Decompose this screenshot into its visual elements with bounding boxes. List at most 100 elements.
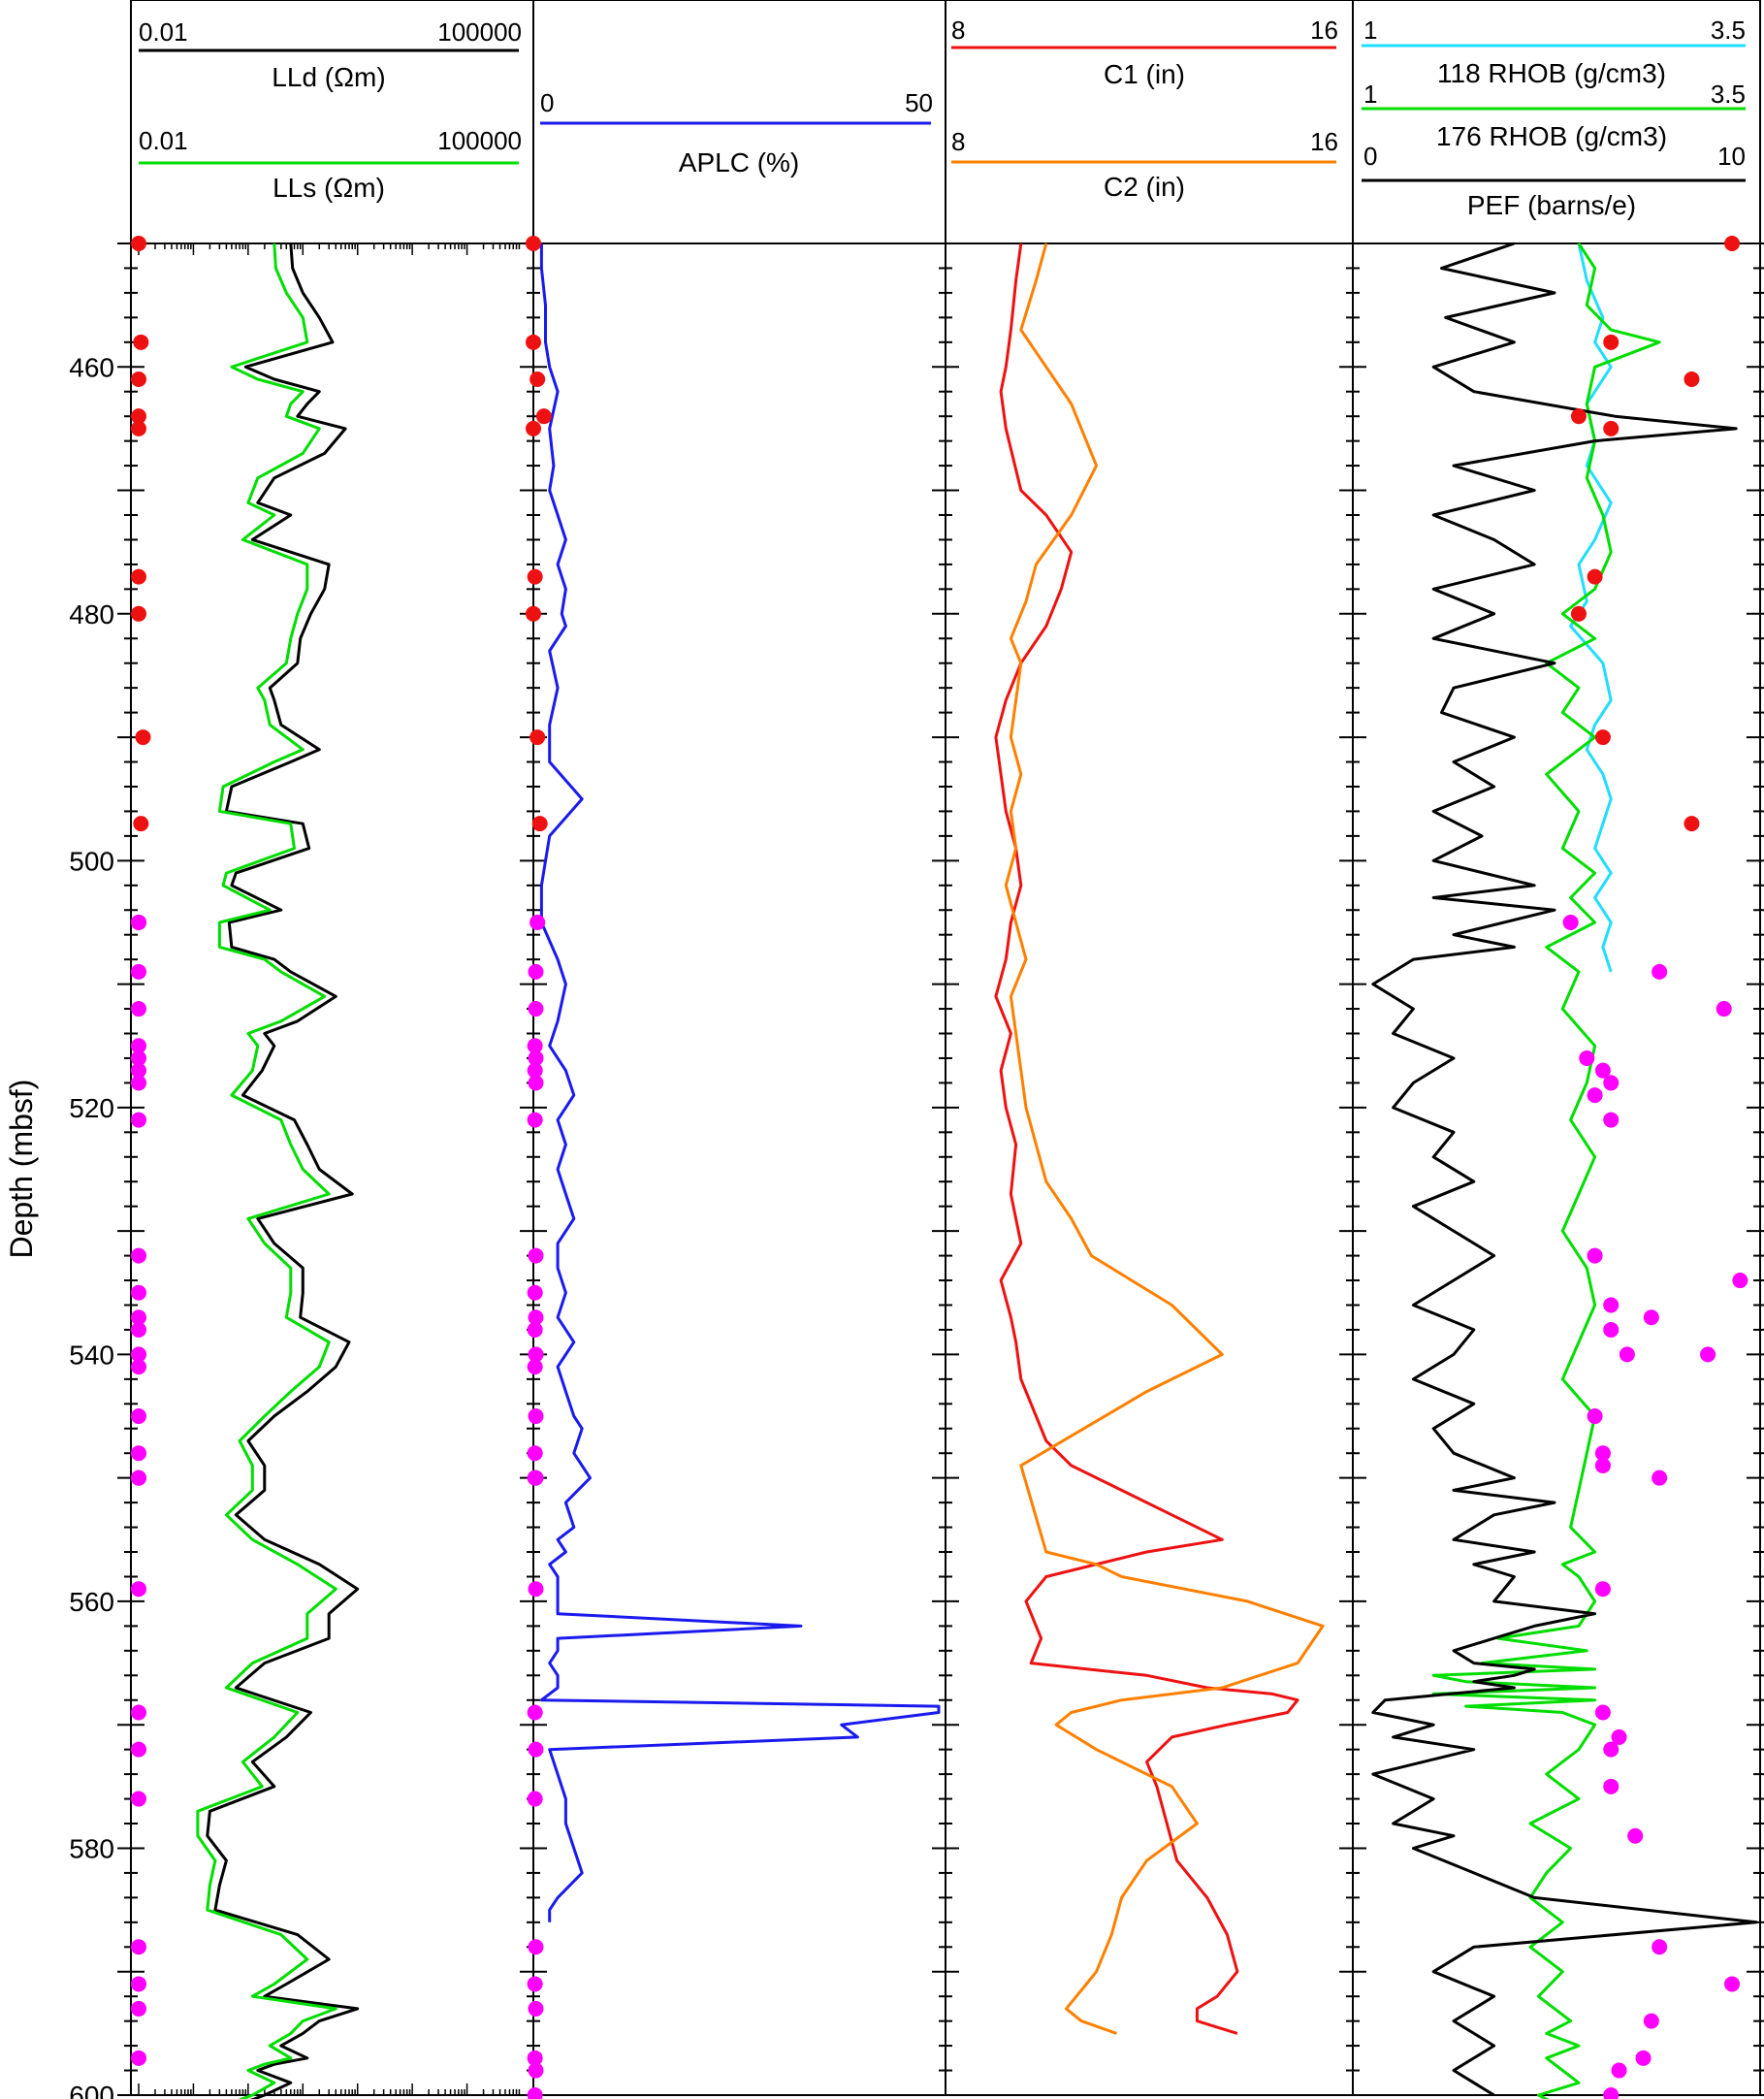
lls-min-label: 0.01 bbox=[139, 126, 188, 155]
core-sample-point bbox=[1643, 2013, 1659, 2029]
log-curve-118 bbox=[1569, 242, 1613, 973]
core-sample-point bbox=[528, 1408, 544, 1425]
core-sample-point bbox=[527, 1976, 543, 1992]
depth-tick-label: 540 bbox=[69, 1340, 114, 1370]
density-track-header: 1 3.5 118 RHOB (g/cm3) 1 3.5 176 RHOB (g… bbox=[1362, 16, 1746, 220]
lld-min-label: 0.01 bbox=[139, 17, 188, 47]
core-sample-point bbox=[131, 1469, 146, 1486]
depth-tick-label: 560 bbox=[69, 1587, 114, 1617]
core-sample-point bbox=[1603, 334, 1620, 350]
core-sample-point bbox=[133, 816, 149, 832]
lld-max-label: 100000 bbox=[437, 17, 522, 47]
core-sample-point bbox=[529, 914, 546, 930]
core-sample-point bbox=[131, 605, 146, 622]
core-sample-point bbox=[1594, 1581, 1611, 1598]
c2-curve-name: C2 (in) bbox=[1104, 172, 1185, 202]
core-sample-point bbox=[131, 1309, 146, 1326]
core-sample-point bbox=[527, 1469, 543, 1486]
core-sample-point bbox=[529, 371, 546, 387]
core-sample-point bbox=[1611, 2062, 1627, 2079]
core-sample-point bbox=[1684, 816, 1700, 832]
core-sample-point bbox=[1594, 1445, 1611, 1462]
aplc-max-label: 50 bbox=[905, 88, 933, 117]
header-panel bbox=[130, 0, 1761, 2096]
core-sample-point bbox=[131, 371, 146, 387]
core-sample-point bbox=[1603, 1778, 1620, 1794]
core-sample-point bbox=[1716, 1001, 1732, 1017]
core-sample-point bbox=[527, 1038, 543, 1054]
core-sample-point bbox=[535, 408, 552, 425]
y-axis-title: Depth (mbsf) bbox=[4, 1080, 39, 1259]
core-sample-point bbox=[527, 1062, 543, 1079]
depth-tick-label: 460 bbox=[69, 352, 114, 382]
core-sample-point bbox=[1724, 236, 1741, 251]
aplc-curve-name: APLC (%) bbox=[679, 147, 799, 178]
depth-tick-label: 520 bbox=[69, 1093, 114, 1123]
core-sample-point bbox=[131, 1741, 146, 1758]
core-sample-point bbox=[1724, 1976, 1741, 1992]
core-sample-point bbox=[131, 1791, 146, 1807]
rhob176-curve-name: 176 RHOB (g/cm3) bbox=[1436, 121, 1667, 151]
core-sample-point bbox=[131, 1321, 146, 1338]
core-sample-point bbox=[1594, 1062, 1611, 1079]
core-sample-point bbox=[527, 2050, 543, 2066]
core-sample-point bbox=[1732, 1273, 1748, 1289]
core-sample-point bbox=[1587, 1408, 1603, 1425]
core-sample-point bbox=[527, 1112, 543, 1128]
core-sample-point bbox=[528, 1050, 544, 1066]
core-sample-point bbox=[131, 1976, 146, 1992]
core-sample-point bbox=[131, 1704, 146, 1721]
core-sample-point bbox=[1643, 1309, 1659, 1326]
core-sample-point bbox=[527, 1704, 543, 1721]
rhob118-min-label: 1 bbox=[1363, 16, 1377, 45]
core-sample-point bbox=[131, 420, 146, 436]
c1-curve-name: C1 (in) bbox=[1104, 59, 1185, 89]
core-sample-point bbox=[528, 2062, 544, 2079]
core-sample-point bbox=[131, 1939, 146, 1955]
core-sample-point bbox=[528, 1346, 544, 1363]
core-sample-point bbox=[528, 1939, 544, 1955]
core-sample-point bbox=[131, 2050, 146, 2066]
core-sample-point bbox=[131, 963, 146, 980]
log-curve-lld bbox=[206, 242, 360, 2099]
pef-max-label: 10 bbox=[1717, 142, 1746, 171]
core-sample-point bbox=[1603, 420, 1620, 436]
core-sample-point bbox=[131, 2000, 146, 2017]
core-sample-point bbox=[527, 568, 543, 585]
core-sample-point bbox=[1587, 1087, 1603, 1104]
c2-min-label: 8 bbox=[951, 127, 965, 156]
core-sample-point bbox=[1684, 371, 1700, 387]
core-sample-point bbox=[528, 963, 544, 980]
core-sample-point bbox=[1603, 1321, 1620, 1338]
core-sample-point bbox=[528, 1309, 544, 1326]
core-sample-point bbox=[131, 236, 146, 251]
core-sample-point bbox=[1594, 729, 1611, 746]
rhob176-min-label: 1 bbox=[1363, 80, 1377, 109]
core-sample-point bbox=[531, 816, 548, 832]
core-sample-point bbox=[1652, 963, 1668, 980]
core-sample-point bbox=[526, 605, 541, 622]
core-sample-point bbox=[131, 1581, 146, 1598]
core-sample-point bbox=[1594, 1457, 1611, 1473]
core-sample-point bbox=[528, 1741, 544, 1758]
log-curve-c2 bbox=[1004, 242, 1325, 2035]
log-curves bbox=[196, 242, 1758, 2099]
core-sample-point bbox=[133, 334, 149, 350]
core-sample-point bbox=[527, 1284, 543, 1301]
lld-curve-name: LLd (Ωm) bbox=[272, 62, 385, 92]
core-sample-point bbox=[1603, 1075, 1620, 1091]
depth-tick-label: 480 bbox=[69, 599, 114, 630]
caliper-track-header: 8 16 C1 (in) 8 16 C2 (in) bbox=[951, 16, 1338, 202]
lls-curve-name: LLs (Ωm) bbox=[273, 173, 385, 203]
pef-curve-name: PEF (barns/e) bbox=[1467, 190, 1636, 220]
core-sample-point bbox=[527, 1791, 543, 1807]
c1-max-label: 16 bbox=[1310, 16, 1338, 45]
core-sample-point bbox=[131, 1247, 146, 1264]
core-sample-point bbox=[528, 1581, 544, 1598]
c1-min-label: 8 bbox=[951, 16, 965, 45]
core-sample-point bbox=[528, 1247, 544, 1264]
core-sample-point bbox=[527, 2087, 543, 2099]
core-sample-point bbox=[528, 1001, 544, 1017]
core-sample-point bbox=[1570, 605, 1587, 622]
